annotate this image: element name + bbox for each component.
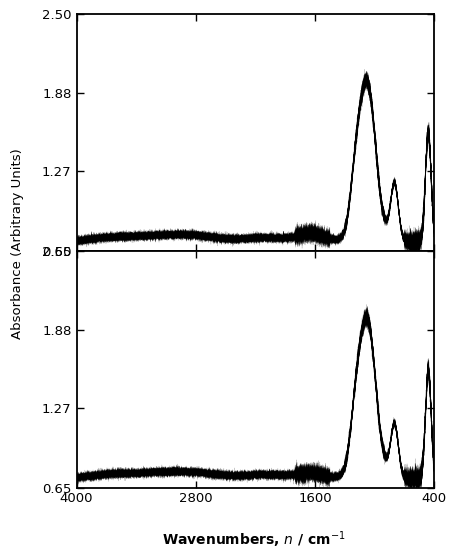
Text: Wavenumbers, $\it{n}$ / cm$^{-1}$: Wavenumbers, $\it{n}$ / cm$^{-1}$: [162, 530, 346, 551]
Text: Absorbance (Arbitrary Units): Absorbance (Arbitrary Units): [12, 148, 24, 339]
